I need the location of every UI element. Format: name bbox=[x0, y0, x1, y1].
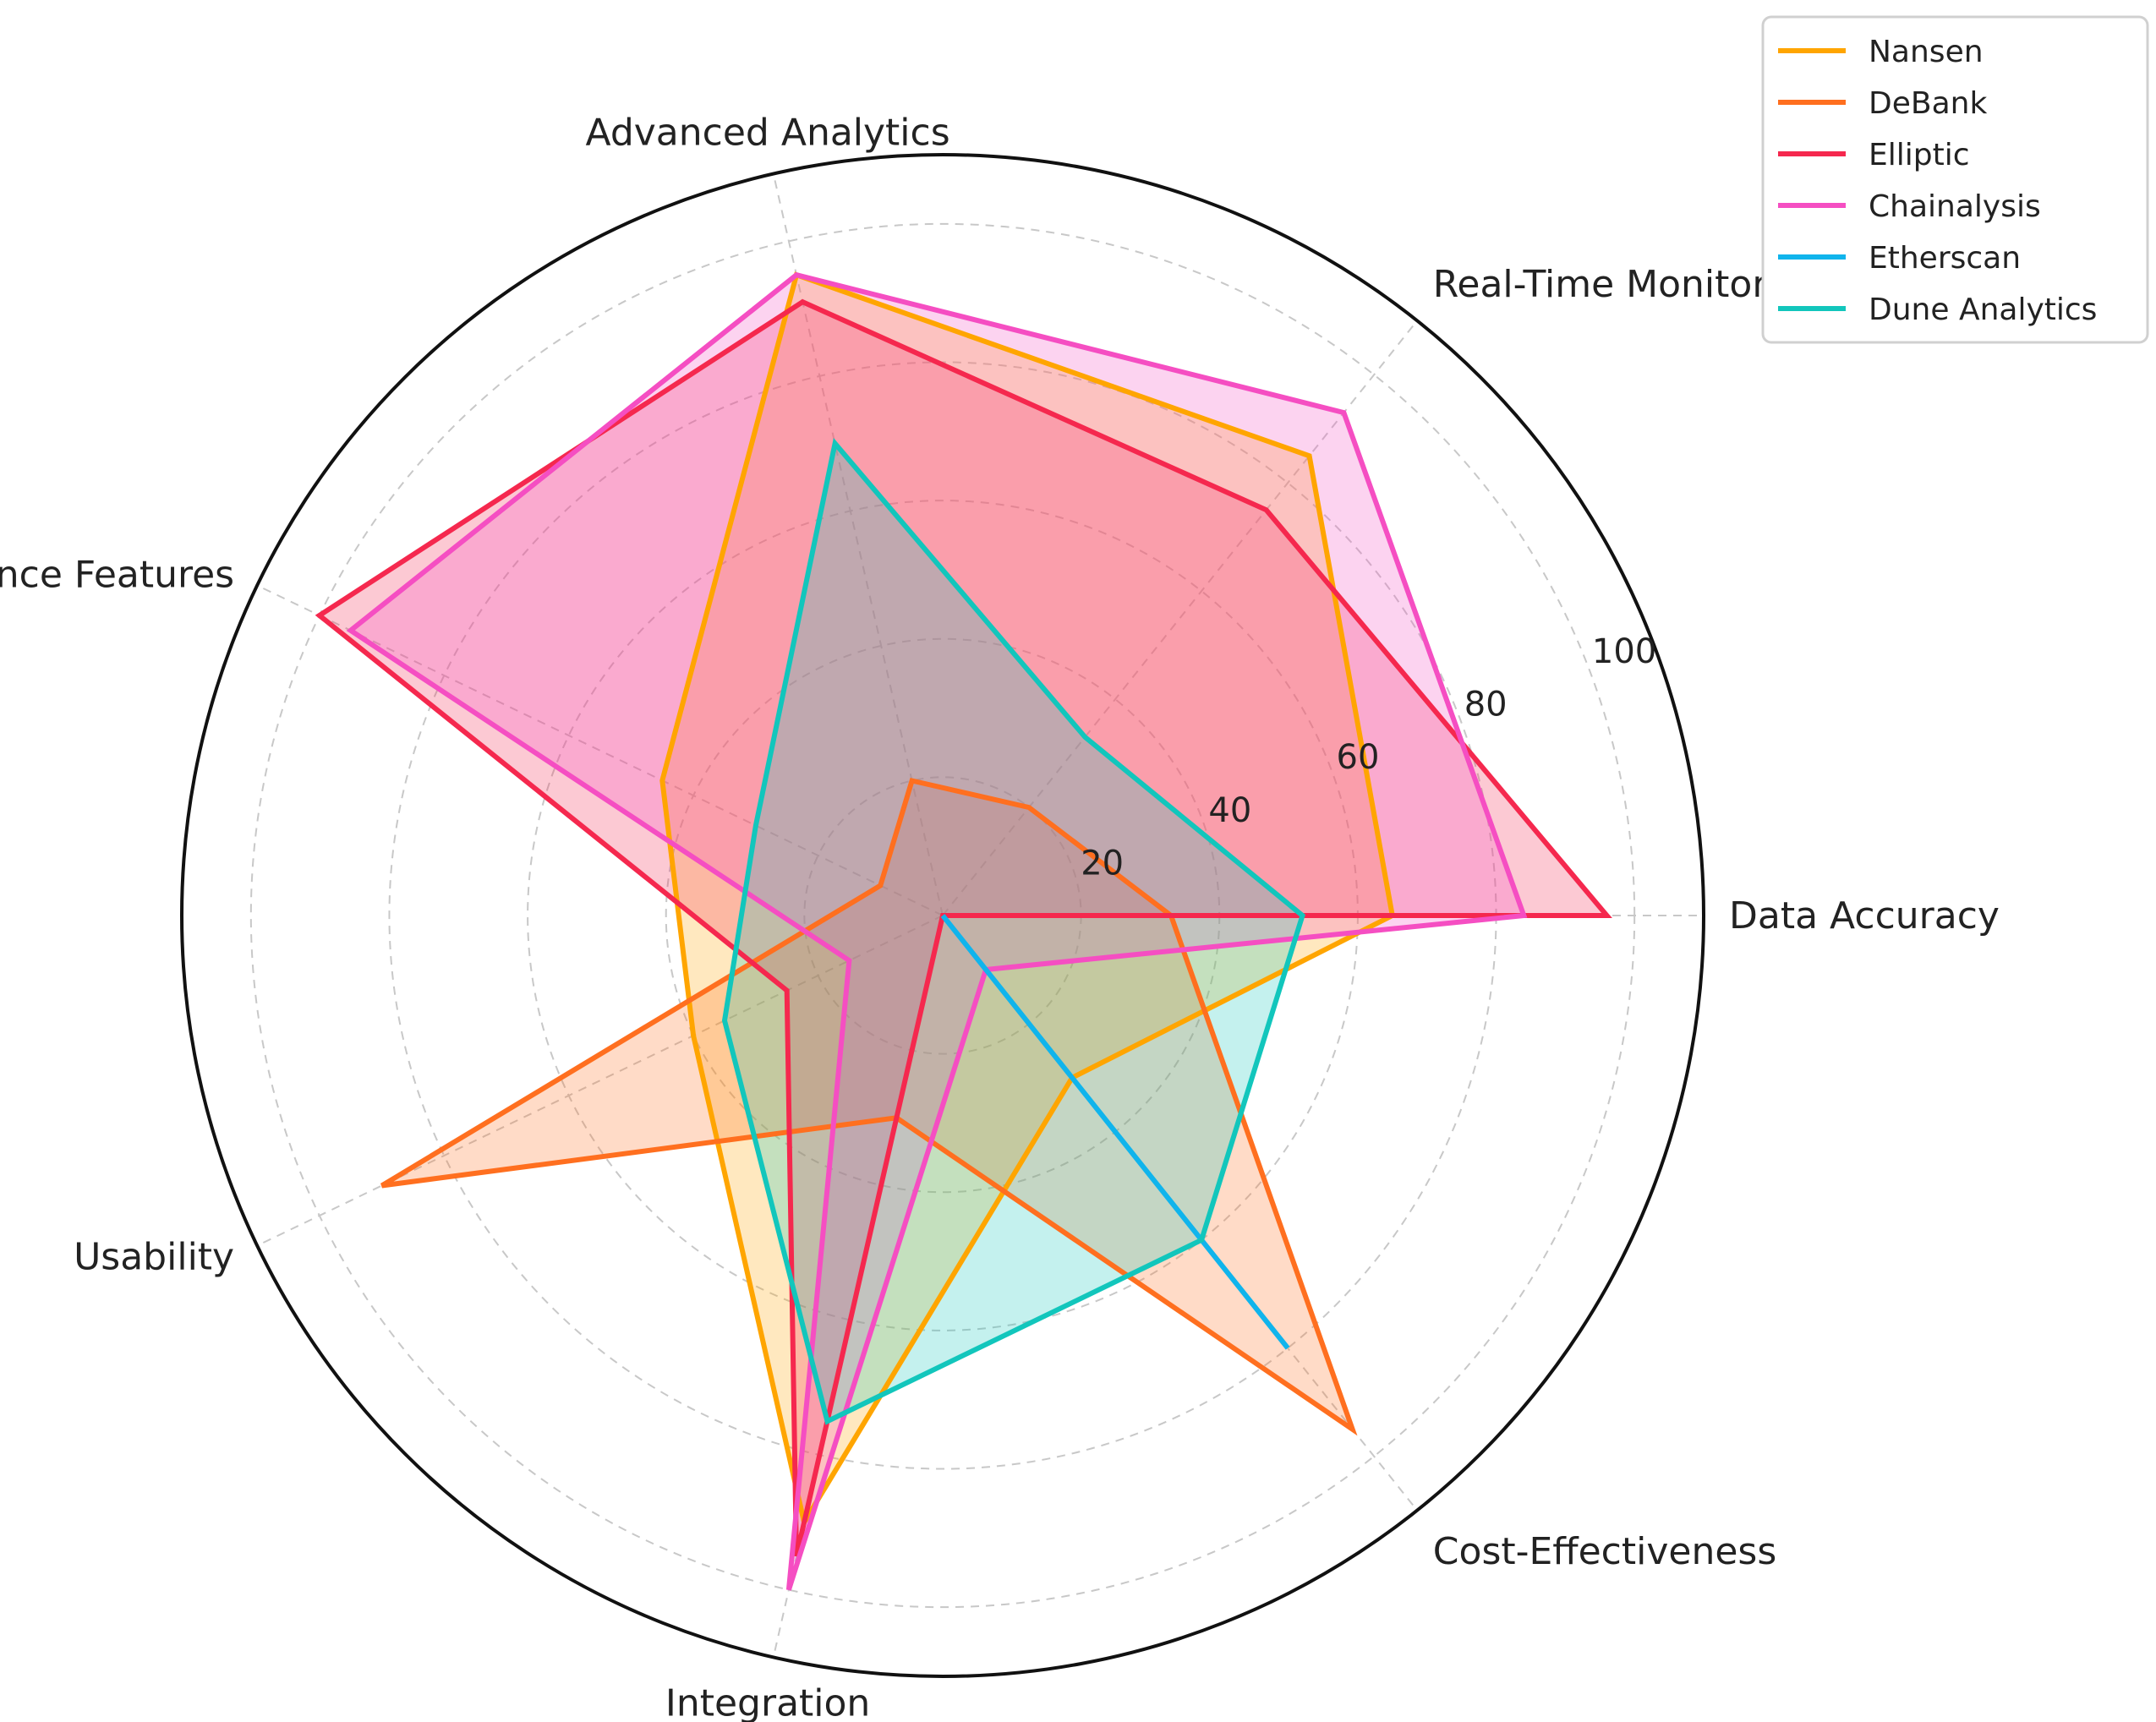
r-tick-label-80: 80 bbox=[1464, 686, 1508, 724]
r-tick-label-40: 40 bbox=[1208, 791, 1251, 830]
series-line-nansen bbox=[659, 271, 1396, 1529]
series-line-elliptic bbox=[315, 298, 1612, 1557]
legend-label-elliptic: Elliptic bbox=[1869, 138, 1970, 172]
series-fill-elliptic bbox=[319, 302, 1607, 1556]
legend-label-dune-analytics: Dune Analytics bbox=[1869, 292, 2097, 327]
series-line-chainalysis bbox=[346, 271, 1528, 1591]
label-layer: 20 40 60 80 100 Data Accuracy Real-Time Monito… bbox=[0, 111, 2000, 1722]
outer-frame bbox=[180, 153, 1705, 1678]
spoke-advanced-analytics bbox=[772, 173, 944, 916]
spoke-compliance-features bbox=[256, 584, 944, 916]
series-line-debank bbox=[380, 777, 1358, 1436]
series-layer bbox=[315, 271, 1612, 1591]
axis-label-usability: Usability bbox=[74, 1236, 234, 1279]
axis-label-compliance-features: Compliance Features bbox=[0, 554, 234, 597]
legend-label-etherscan: Etherscan bbox=[1869, 241, 2021, 276]
legend-label-nansen: Nansen bbox=[1869, 35, 1984, 69]
legend-label-chainalysis: Chainalysis bbox=[1869, 189, 2041, 224]
series-line-etherscan bbox=[940, 914, 1290, 1350]
legend-label-debank: DeBank bbox=[1869, 86, 1987, 121]
axis-label-cost-effectiveness: Cost-Effectiveness bbox=[1433, 1530, 1776, 1573]
r-tick-label-60: 60 bbox=[1337, 738, 1380, 777]
legend-box bbox=[1761, 15, 2149, 344]
series-line-dune-analytics bbox=[721, 437, 1305, 1425]
spoke-real-time-monitoring bbox=[942, 320, 1418, 916]
r-tick-label-100: 100 bbox=[1592, 632, 1656, 671]
axis-label-data-accuracy: Data Accuracy bbox=[1729, 894, 2000, 938]
axis-label-real-time-monitoring: Real-Time Monitoring bbox=[1433, 263, 1825, 306]
spoke-usability bbox=[256, 915, 944, 1247]
r-tick-label-20: 20 bbox=[1081, 844, 1124, 883]
series-fill-dune-analytics bbox=[725, 443, 1303, 1422]
series-fill-debank bbox=[381, 780, 1353, 1430]
legend: Nansen DeBank Elliptic Chainalysis Etherscan… bbox=[1761, 15, 2149, 344]
axis-label-integration: Integration bbox=[665, 1682, 870, 1722]
axis-label-advanced-analytics: Advanced Analytics bbox=[586, 111, 950, 154]
series-fill-nansen bbox=[662, 275, 1393, 1522]
